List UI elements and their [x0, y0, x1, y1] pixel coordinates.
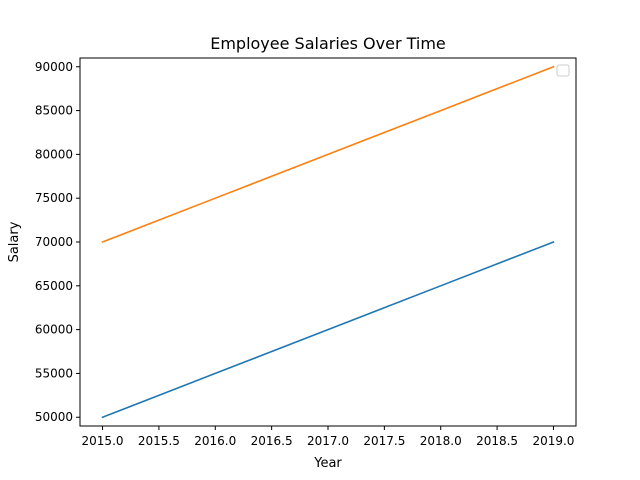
y-tick-label: 75000 [35, 191, 73, 205]
x-tick-label: 2015.0 [82, 434, 124, 448]
x-tick-label: 2019.0 [532, 434, 574, 448]
y-tick-label: 65000 [35, 279, 73, 293]
y-tick-label: 60000 [35, 323, 73, 337]
x-axis-ticks: 2015.0 2015.5 2016.0 2016.5 2017.0 2017.5 2018… [82, 426, 574, 448]
x-axis-label: Year [313, 456, 342, 471]
y-tick-label: 80000 [35, 147, 73, 161]
x-tick-label: 2016.5 [251, 434, 293, 448]
x-tick-label: 2017.5 [363, 434, 405, 448]
x-tick-label: 2017.0 [307, 434, 349, 448]
series-line-1 [101, 240, 555, 419]
y-tick-label: 50000 [35, 410, 73, 424]
y-axis-label: Salary [7, 221, 22, 262]
x-tick-label: 2015.5 [138, 434, 180, 448]
x-tick-label: 2018.0 [420, 434, 462, 448]
legend-box [556, 64, 570, 77]
y-axis-ticks: 50000 55000 60000 65000 70000 75000 80000 85000… [35, 60, 80, 424]
x-tick-label: 2018.5 [476, 434, 518, 448]
y-tick-label: 90000 [35, 60, 73, 74]
y-tick-label: 70000 [35, 235, 73, 249]
plot-lines [101, 65, 555, 419]
plot-frame [79, 57, 577, 427]
series-line-2 [101, 65, 555, 244]
y-tick-label: 55000 [35, 366, 73, 380]
y-tick-label: 85000 [35, 104, 73, 118]
x-tick-label: 2016.0 [194, 434, 236, 448]
chart-title: Employee Salaries Over Time [210, 34, 446, 53]
